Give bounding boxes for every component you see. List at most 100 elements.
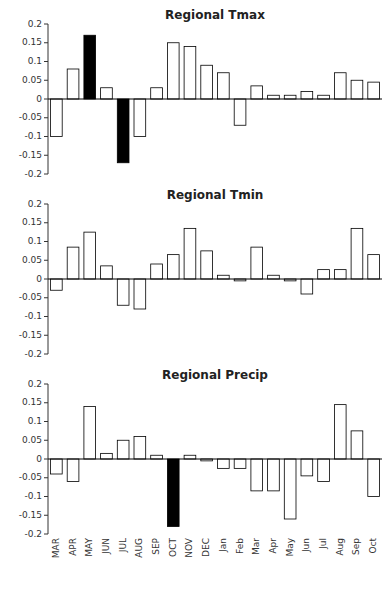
y-tick-label: 0.15 [22, 397, 42, 407]
bar [368, 459, 380, 497]
y-tick [44, 136, 48, 137]
x-tick-label: MAR [51, 538, 61, 558]
y-tick [44, 297, 48, 298]
bar [334, 73, 346, 99]
bar [318, 95, 330, 99]
y-tick-label: -0.2 [24, 349, 42, 359]
y-tick-label: 0.05 [22, 255, 42, 265]
bar [334, 405, 346, 459]
bar [67, 247, 79, 279]
bar [268, 95, 280, 99]
y-tick [44, 241, 48, 242]
y-tick-label: -0.05 [19, 292, 42, 302]
x-tick-label: APR [68, 538, 78, 556]
x-tick-label: May [285, 537, 295, 556]
x-tick-label: AUG [134, 538, 144, 558]
bar [301, 279, 313, 294]
y-tick [44, 421, 48, 422]
bar [201, 65, 213, 99]
x-tick-label: Aug [335, 538, 345, 556]
y-tick-label: -0.15 [19, 330, 42, 340]
bar [84, 232, 96, 279]
zero-line [48, 279, 382, 280]
title: Regional Tmax [165, 8, 265, 22]
y-tick-label: -0.1 [24, 131, 42, 141]
y-tick [44, 515, 48, 516]
x-tick-label: SEP [151, 537, 161, 554]
y-tick [44, 80, 48, 81]
x-tick-label: Jun [301, 538, 311, 553]
bar [351, 80, 363, 99]
y-tick-label: 0.2 [28, 19, 42, 29]
bar [251, 459, 263, 491]
y-tick-label: 0.15 [22, 37, 42, 47]
y-tick-label: -0.15 [19, 150, 42, 160]
y-tick-label: -0.05 [19, 472, 42, 482]
bar [234, 99, 246, 125]
bar [101, 88, 113, 99]
y-tick-label: -0.05 [19, 112, 42, 122]
bar [318, 459, 330, 482]
y-tick [44, 155, 48, 156]
x-tick-label: MAY [84, 538, 94, 557]
bar [151, 88, 163, 99]
x-tick-label: Apr [268, 538, 278, 554]
y-tick-label: -0.2 [24, 529, 42, 539]
y-tick-label: 0 [36, 454, 42, 464]
x-tick-label: Sep [351, 538, 361, 555]
bar [67, 459, 79, 482]
zero-line [48, 459, 382, 460]
title: Regional Tmin [167, 188, 264, 202]
y-tick [44, 459, 48, 460]
x-tick-label: NOV [184, 537, 194, 558]
bar [101, 266, 113, 279]
figure: Regional Tmax -0.2 -0.15 -0.1 -0.05 0 0.05 0.1 0… [0, 0, 392, 600]
bar [218, 73, 230, 99]
y-tick [44, 174, 48, 175]
panel: Regional Tmin -0.2 -0.15 -0.1 -0.05 0 0.05 0.1 0… [19, 188, 382, 359]
bar [117, 440, 129, 459]
bar [51, 279, 63, 290]
bar [318, 270, 330, 279]
y-tick-label: 0.2 [28, 199, 42, 209]
panel: Regional Precip-0.2-0.15-0.1-0.0500.050.… [19, 368, 382, 558]
bar [84, 35, 96, 99]
y-tick-label: -0.1 [24, 311, 42, 321]
y-tick [44, 279, 48, 280]
y-tick-label: 0 [36, 274, 42, 284]
bar [184, 47, 196, 100]
bar [151, 264, 163, 279]
bar [334, 270, 346, 279]
y-tick-label: 0.1 [28, 236, 42, 246]
y-tick-label: 0.05 [22, 75, 42, 85]
y-tick-label: 0.1 [28, 56, 42, 66]
bar [218, 459, 230, 468]
bar [167, 255, 179, 279]
y-tick [44, 354, 48, 355]
y-tick [44, 335, 48, 336]
y-tick [44, 42, 48, 43]
y-tick [44, 440, 48, 441]
y-tick [44, 117, 48, 118]
bar [134, 437, 146, 460]
x-tick-label: DEC [201, 538, 211, 557]
y-tick [44, 99, 48, 100]
x-tick-label: Jul [318, 538, 328, 550]
bar [268, 459, 280, 491]
y-tick-label: 0.05 [22, 435, 42, 445]
bar [251, 247, 263, 279]
bar [167, 459, 179, 527]
bar [301, 459, 313, 476]
y-tick [44, 534, 48, 535]
title: Regional Precip [162, 368, 268, 382]
y-tick-label: 0.2 [28, 379, 42, 389]
bar [284, 95, 296, 99]
y-tick-label: -0.15 [19, 510, 42, 520]
y-tick [44, 222, 48, 223]
y-tick [44, 316, 48, 317]
bar [351, 431, 363, 459]
bar [201, 251, 213, 279]
bar [184, 455, 196, 459]
bar [218, 275, 230, 279]
x-tick-label: Feb [235, 538, 245, 554]
